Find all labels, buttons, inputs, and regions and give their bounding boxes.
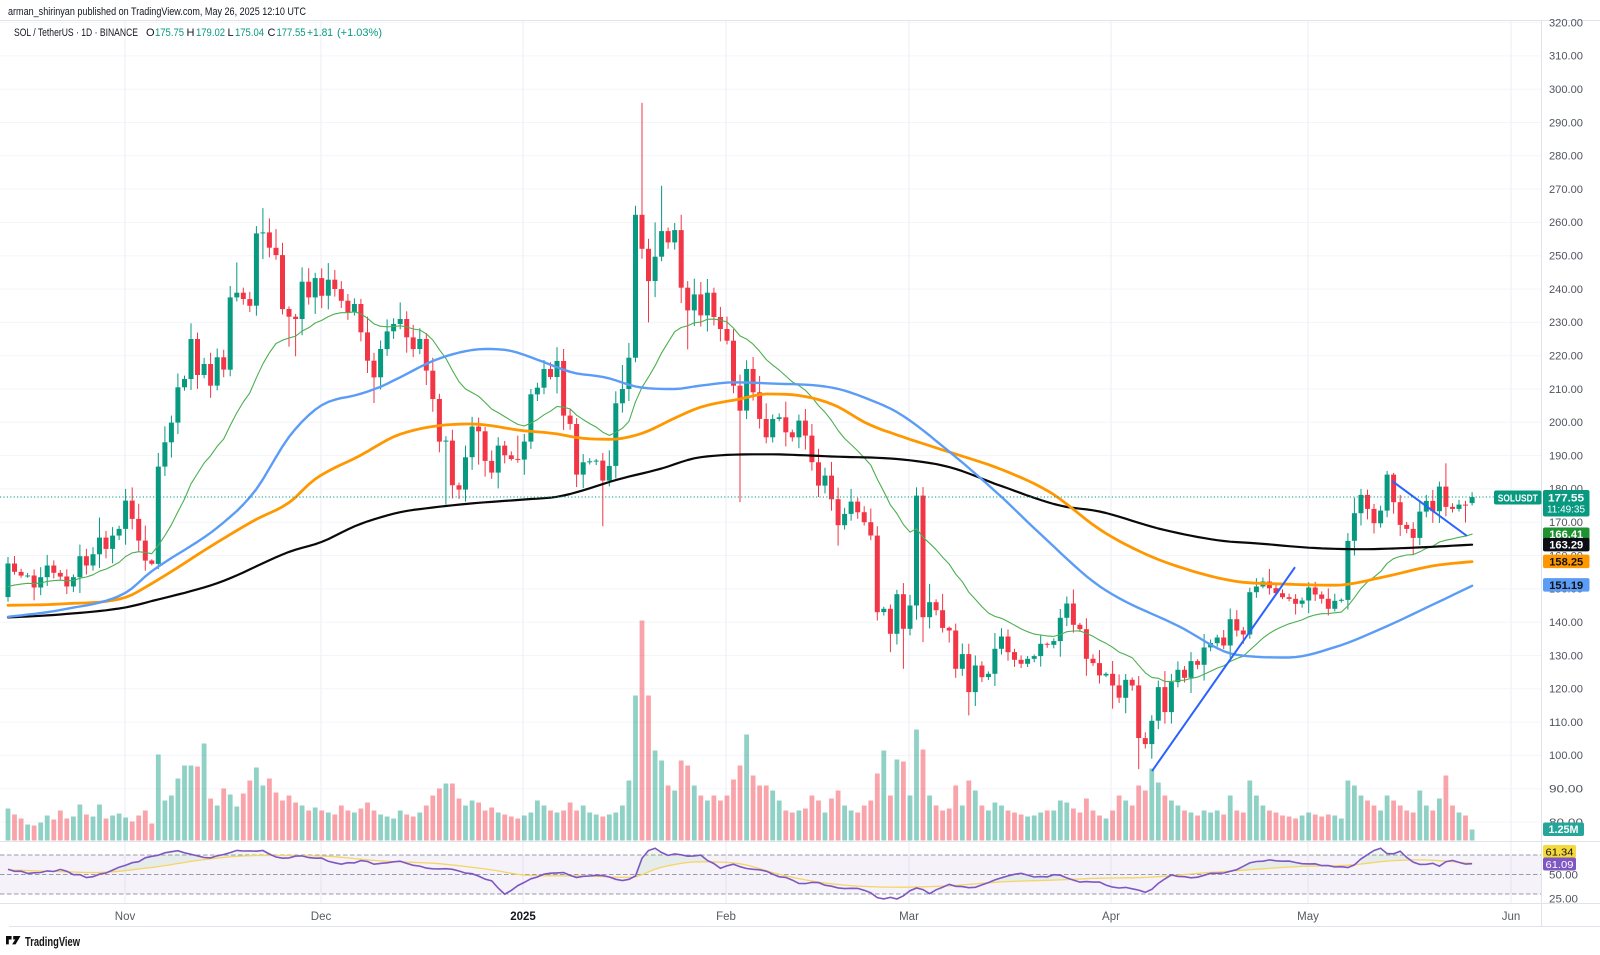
svg-text:Mar: Mar xyxy=(899,911,919,923)
svg-text:SOL / TetherUS · 1D · BINANCE: SOL / TetherUS · 1D · BINANCE xyxy=(14,27,138,39)
svg-text:175.75: 175.75 xyxy=(155,27,184,39)
svg-text:240.00: 240.00 xyxy=(1549,284,1583,296)
svg-text:300.00: 300.00 xyxy=(1549,84,1583,96)
svg-text:177.55: 177.55 xyxy=(277,27,306,39)
svg-text:C: C xyxy=(268,27,276,39)
svg-text:250.00: 250.00 xyxy=(1549,251,1583,263)
svg-text:158.25: 158.25 xyxy=(1549,556,1583,568)
svg-text:290.00: 290.00 xyxy=(1549,117,1583,129)
svg-text:May: May xyxy=(1297,911,1319,923)
svg-text:163.29: 163.29 xyxy=(1549,540,1583,552)
svg-text:170.00: 170.00 xyxy=(1549,517,1583,529)
svg-text:130.00: 130.00 xyxy=(1549,650,1583,662)
svg-text:280.00: 280.00 xyxy=(1549,151,1583,163)
svg-text:TradingView: TradingView xyxy=(25,934,81,949)
svg-text:(+1.03%): (+1.03%) xyxy=(337,27,382,39)
svg-text:Nov: Nov xyxy=(115,911,136,923)
svg-text:O: O xyxy=(146,27,155,39)
svg-text:151.19: 151.19 xyxy=(1549,580,1583,592)
svg-text:310.00: 310.00 xyxy=(1549,51,1583,63)
svg-text:1.25M: 1.25M xyxy=(1549,824,1579,836)
svg-text:230.00: 230.00 xyxy=(1549,317,1583,329)
svg-text:SOLUSDT: SOLUSDT xyxy=(1498,492,1538,504)
svg-text:Feb: Feb xyxy=(716,911,736,923)
svg-text:320.00: 320.00 xyxy=(1549,17,1583,29)
svg-text:L: L xyxy=(228,27,234,39)
svg-text:140.00: 140.00 xyxy=(1549,617,1583,629)
svg-text:Dec: Dec xyxy=(311,911,332,923)
svg-text:120.00: 120.00 xyxy=(1549,684,1583,696)
svg-text:110.00: 110.00 xyxy=(1549,717,1583,729)
svg-text:260.00: 260.00 xyxy=(1549,217,1583,229)
svg-text:arman_shirinyan published on T: arman_shirinyan published on TradingView… xyxy=(8,6,306,18)
svg-text:210.00: 210.00 xyxy=(1549,384,1583,396)
svg-text:100.00: 100.00 xyxy=(1549,750,1583,762)
svg-text:Jun: Jun xyxy=(1502,911,1521,923)
svg-text:2025: 2025 xyxy=(510,911,536,923)
svg-text:270.00: 270.00 xyxy=(1549,184,1583,196)
svg-text:177.55: 177.55 xyxy=(1548,493,1584,505)
svg-text:Apr: Apr xyxy=(1102,911,1120,923)
svg-text:90.00: 90.00 xyxy=(1549,784,1583,796)
svg-text:175.04: 175.04 xyxy=(235,27,264,39)
svg-text:220.00: 220.00 xyxy=(1549,351,1583,363)
svg-text:61.34: 61.34 xyxy=(1546,846,1574,858)
svg-text:61.09: 61.09 xyxy=(1546,859,1574,871)
svg-text:190.00: 190.00 xyxy=(1549,450,1583,462)
svg-text:H: H xyxy=(187,27,195,39)
svg-text:179.02: 179.02 xyxy=(196,27,225,39)
svg-text:25.00: 25.00 xyxy=(1549,894,1578,906)
svg-text:50.00: 50.00 xyxy=(1549,869,1578,881)
svg-text:11:49:35: 11:49:35 xyxy=(1547,505,1585,516)
svg-text:200.00: 200.00 xyxy=(1549,417,1583,429)
svg-text:+1.81: +1.81 xyxy=(307,27,333,39)
